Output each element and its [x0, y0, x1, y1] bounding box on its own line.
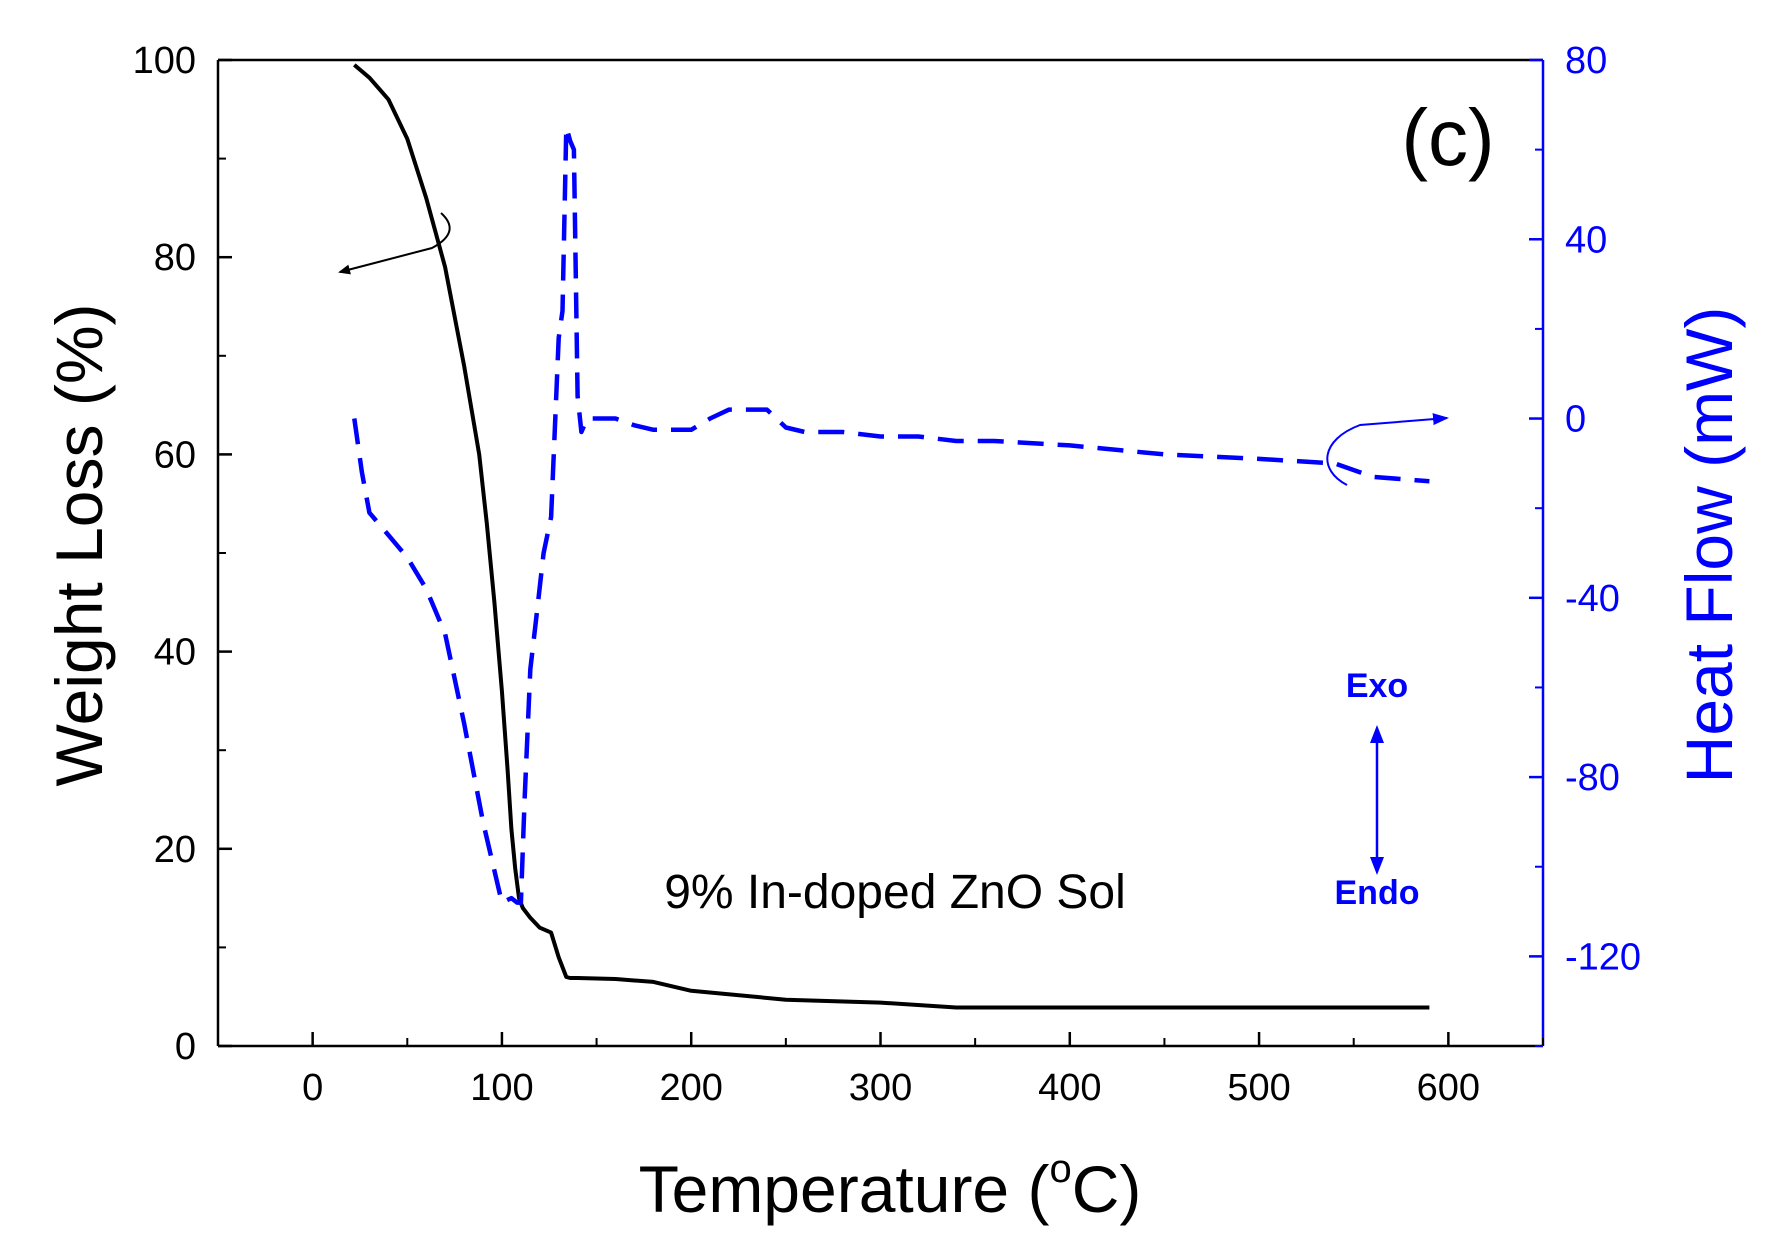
x-tick-label: 100 — [470, 1067, 533, 1109]
right-y-tick-label: -120 — [1565, 936, 1641, 978]
right-y-tick-label: 40 — [1565, 219, 1607, 261]
x-tick-label: 400 — [1038, 1067, 1101, 1109]
x-tick-label: 0 — [302, 1067, 323, 1109]
x-tick-label: 300 — [849, 1067, 912, 1109]
right-y-axis-title: Heat Flow (mW) — [1672, 307, 1746, 784]
right-y-tick-label: -40 — [1565, 578, 1620, 620]
exo-arrowhead-icon — [1370, 725, 1384, 743]
endo-arrowhead-icon — [1370, 857, 1384, 875]
x-tick-label: 600 — [1417, 1067, 1480, 1109]
panel-label: (c) — [1401, 93, 1494, 182]
x-axis-title-main: Temperature ( — [639, 1152, 1050, 1226]
right-y-tick-label: 0 — [1565, 399, 1586, 441]
x-tick-label: 200 — [660, 1067, 723, 1109]
x-axis-title: Temperature (oC) — [639, 1147, 1142, 1226]
left-y-axis-title: Weight Loss (%) — [42, 304, 116, 787]
x-axis-title-unit: C) — [1072, 1152, 1142, 1226]
sample-annotation: 9% In-doped ZnO Sol — [664, 866, 1126, 919]
right-y-axis-ticks: -120 -80 -40 0 40 80 — [1529, 40, 1641, 1046]
left-y-tick-label: 100 — [133, 40, 196, 82]
left-y-tick-label: 0 — [175, 1026, 196, 1068]
heat-flow-line — [354, 127, 1429, 902]
endo-label: Endo — [1335, 874, 1420, 912]
x-axis-ticks: 0 100 200 300 400 500 600 — [218, 1032, 1543, 1109]
left-y-tick-label: 20 — [154, 829, 196, 871]
exo-label: Exo — [1346, 667, 1408, 705]
right-axis-indicator-arrow — [1327, 418, 1447, 485]
left-y-tick-label: 40 — [154, 632, 196, 674]
x-tick-label: 500 — [1227, 1067, 1290, 1109]
left-y-tick-label: 80 — [154, 237, 196, 279]
left-y-tick-label: 60 — [154, 434, 196, 476]
right-y-tick-label: -80 — [1565, 757, 1620, 799]
tga-dsc-chart: 0 100 200 300 400 500 600 020406080100 -120-80… — [0, 0, 1772, 1240]
right-y-tick-label: 80 — [1565, 40, 1607, 82]
x-axis-title-degree: o — [1049, 1147, 1071, 1191]
